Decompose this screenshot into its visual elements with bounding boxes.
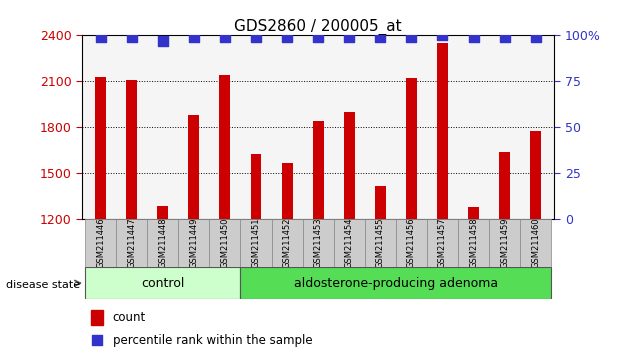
Point (375, 34, 386, 40)
Text: GSM211458: GSM211458 (469, 217, 478, 268)
Bar (427, 219, 458, 267)
Bar (344, 112, 355, 219)
Point (406, 34, 416, 40)
Bar (95, 77, 106, 219)
Point (251, 34, 261, 40)
Bar (178, 219, 209, 267)
Bar (116, 219, 147, 267)
Text: GSM211454: GSM211454 (345, 217, 353, 268)
Bar (406, 78, 417, 219)
Text: GSM211453: GSM211453 (314, 217, 323, 268)
Point (469, 34, 479, 40)
Bar (468, 207, 479, 219)
Bar (241, 219, 272, 267)
Bar (282, 163, 292, 219)
Text: GSM211455: GSM211455 (376, 217, 385, 268)
Bar (126, 80, 137, 219)
Point (500, 34, 510, 40)
Point (220, 34, 230, 40)
Text: GSM211452: GSM211452 (283, 217, 292, 268)
Bar (209, 219, 241, 267)
Title: GDS2860 / 200005_at: GDS2860 / 200005_at (234, 19, 402, 35)
Bar (312, 121, 324, 219)
Bar (147, 219, 178, 267)
Point (127, 34, 137, 40)
Text: count: count (113, 311, 146, 324)
Text: GSM211457: GSM211457 (438, 217, 447, 268)
Bar (437, 43, 448, 219)
Bar (499, 152, 510, 219)
Bar (489, 219, 520, 267)
Bar (91, 310, 103, 325)
Text: GSM211459: GSM211459 (500, 217, 509, 268)
Bar (219, 75, 231, 219)
Point (92, 337, 102, 343)
Text: disease state: disease state (6, 280, 81, 290)
Point (313, 34, 323, 40)
Point (189, 34, 199, 40)
Bar (520, 219, 551, 267)
Text: GSM211447: GSM211447 (127, 217, 136, 268)
Bar (302, 219, 334, 267)
Point (437, 33, 447, 38)
Bar (241, 267, 551, 299)
Bar (458, 219, 489, 267)
Text: GSM211446: GSM211446 (96, 217, 105, 268)
Bar (396, 219, 427, 267)
Text: percentile rank within the sample: percentile rank within the sample (113, 334, 312, 347)
Bar (334, 219, 365, 267)
Bar (251, 154, 261, 219)
Bar (375, 186, 386, 219)
Text: control: control (141, 277, 185, 290)
Text: GSM211460: GSM211460 (531, 217, 541, 268)
Bar (272, 219, 302, 267)
Bar (85, 219, 116, 267)
Text: aldosterone-producing adenoma: aldosterone-producing adenoma (294, 277, 498, 290)
Text: GSM211451: GSM211451 (251, 217, 260, 268)
Point (344, 34, 354, 40)
Bar (188, 115, 199, 219)
Bar (530, 131, 541, 219)
Text: GSM211456: GSM211456 (407, 217, 416, 268)
Bar (158, 206, 168, 219)
Text: GSM211448: GSM211448 (158, 217, 167, 268)
Point (282, 34, 292, 40)
Point (96, 34, 106, 40)
Text: GSM211449: GSM211449 (189, 217, 198, 268)
Text: GSM211450: GSM211450 (220, 217, 229, 268)
Point (530, 34, 541, 40)
Point (158, 38, 168, 44)
Bar (365, 219, 396, 267)
Bar (85, 267, 241, 299)
